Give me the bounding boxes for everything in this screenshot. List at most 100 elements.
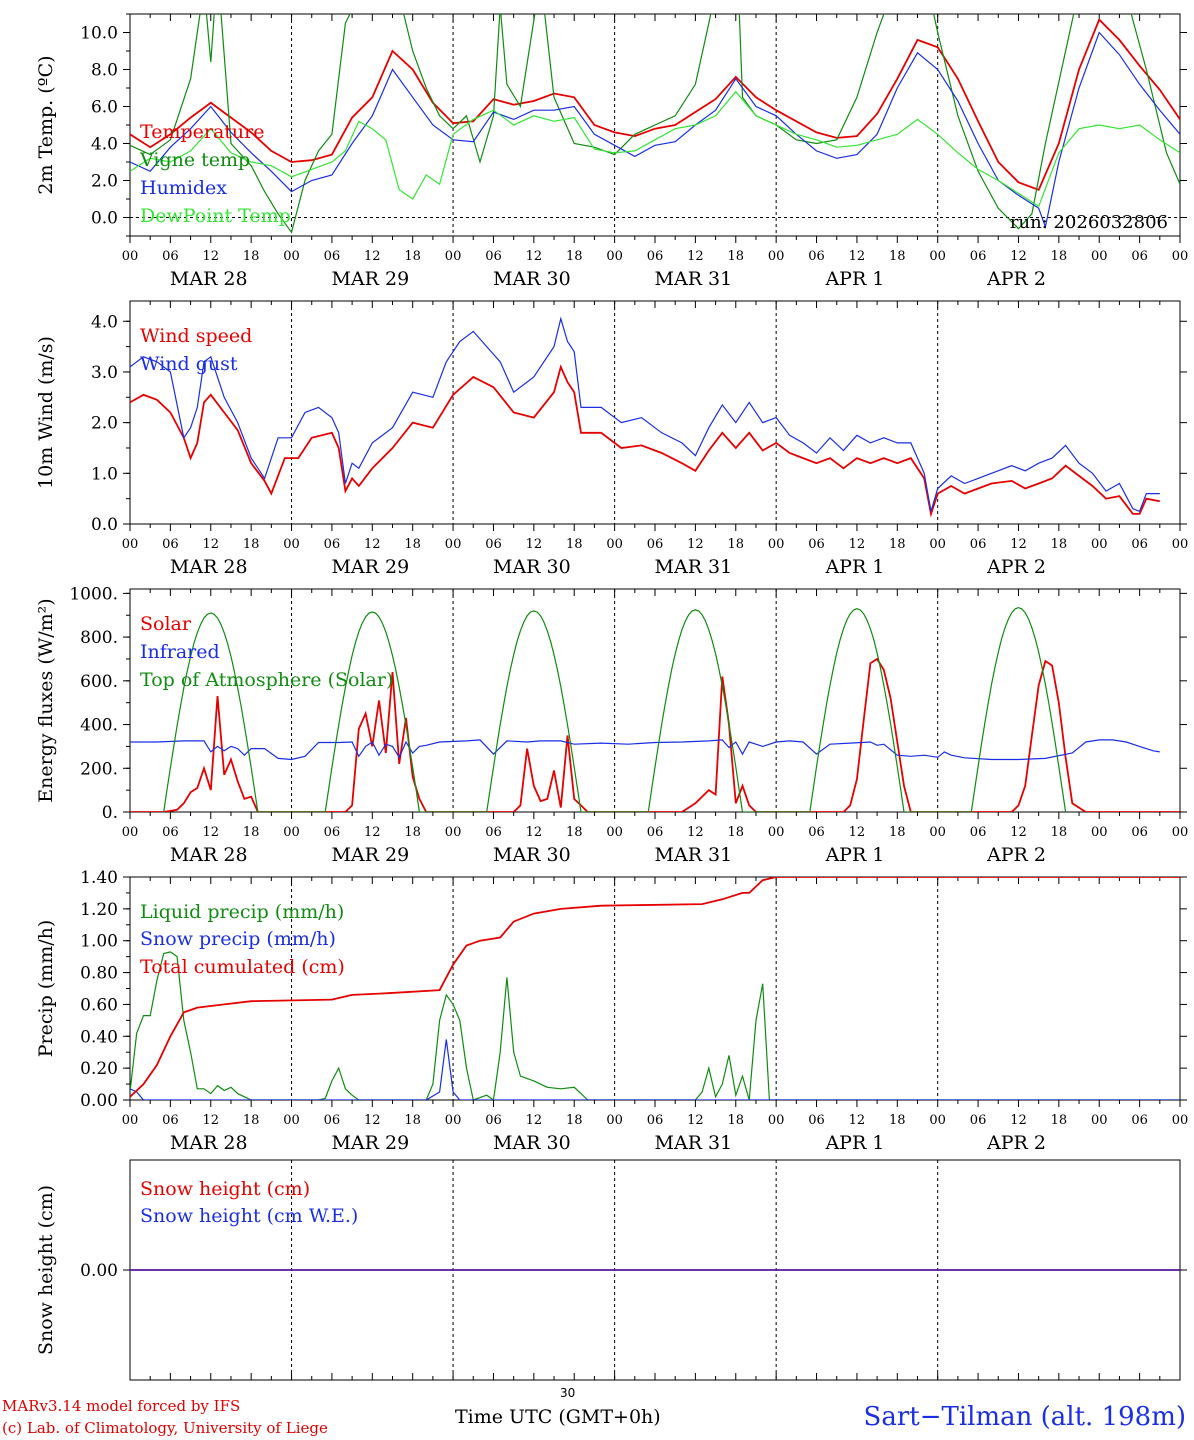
hour-tick-label: 00: [768, 1113, 785, 1128]
hour-tick-label: 06: [647, 249, 664, 264]
hour-tick-label: 06: [970, 1113, 987, 1128]
y-axis-title: Precip (mm/h): [35, 920, 57, 1058]
hour-tick-label: 18: [243, 537, 260, 552]
hour-tick-label: 12: [202, 537, 219, 552]
y-tick-label: 0.40: [80, 1027, 118, 1047]
day-label: MAR 30: [493, 556, 571, 578]
hour-tick-label: 06: [808, 1113, 825, 1128]
legend-entry: Solar: [140, 613, 192, 635]
hour-tick-label: 18: [243, 825, 260, 840]
hour-tick-label: 00: [929, 249, 946, 264]
y-tick-label: 1000.: [69, 584, 118, 604]
y-tick-label: 2.0: [91, 172, 118, 192]
hour-tick-label: 12: [687, 537, 704, 552]
y-tick-label: 800.: [80, 628, 118, 648]
day-label: MAR 30: [493, 844, 571, 866]
legend-entry: Snow precip (mm/h): [140, 928, 336, 950]
hour-tick-label: 12: [687, 825, 704, 840]
y-tick-label: 0.0: [91, 515, 118, 535]
series-wind-gust: [130, 316, 1160, 513]
day-label: MAR 30: [493, 268, 571, 290]
hour-tick-label: 18: [727, 249, 744, 264]
hour-tick-label: 18: [889, 537, 906, 552]
legend-entry: Top of Atmosphere (Solar): [140, 669, 393, 691]
hour-tick-label: 06: [970, 249, 987, 264]
hour-tick-label: 00: [606, 249, 623, 264]
hour-tick-label: 18: [889, 1113, 906, 1128]
day-label: APR 2: [986, 268, 1046, 290]
series-snow-precip-mm-h: [130, 1039, 1180, 1100]
hour-tick-label: 00: [122, 249, 139, 264]
y-tick-label: 0.0: [91, 209, 118, 229]
y-tick-label: 0.60: [80, 995, 118, 1015]
hour-tick-label: 00: [929, 1113, 946, 1128]
hour-tick-label: 18: [566, 249, 583, 264]
hour-tick-label: 06: [324, 537, 341, 552]
y-tick-label: 400.: [80, 716, 118, 736]
hour-tick-label: 12: [1010, 249, 1027, 264]
hour-tick-label: 00: [1091, 249, 1108, 264]
hour-tick-label: 06: [485, 825, 502, 840]
hour-tick-label: 00: [1091, 825, 1108, 840]
hour-tick-label: 12: [687, 1113, 704, 1128]
hour-tick-label: 00: [283, 537, 300, 552]
day-label: MAR 28: [170, 844, 248, 866]
day-label: APR 1: [824, 268, 884, 290]
series-wind-speed: [130, 364, 1160, 518]
hour-tick-label: 00: [768, 249, 785, 264]
y-axis-title: Snow height (cm): [35, 1185, 57, 1355]
hour-tick-label: 00: [1091, 537, 1108, 552]
day-label: APR 1: [824, 844, 884, 866]
panel-wind: 00 06 12 18 00 06 12 18 00 06 12 18 00 06 12 18 00 06 12 18…: [35, 300, 1188, 578]
panel-snow: 0.00 Snow height (cm) Snow height (cm) Snow…: [35, 1159, 1187, 1381]
hour-tick-label: 18: [404, 249, 421, 264]
y-tick-label: 1.20: [80, 900, 118, 920]
hour-tick-label: 12: [202, 1113, 219, 1128]
y-tick-label: 6.0: [91, 98, 118, 118]
plot-frame: [129, 588, 1181, 813]
hour-tick-label: 06: [808, 825, 825, 840]
hour-tick-label: 06: [647, 825, 664, 840]
day-label: APR 2: [986, 556, 1046, 578]
hour-tick-label: 00: [1172, 825, 1189, 840]
hour-tick-label: 18: [404, 825, 421, 840]
hour-tick-label: 18: [566, 825, 583, 840]
y-tick-label: 0.00: [80, 1091, 118, 1111]
hour-tick-label: 12: [364, 1113, 381, 1128]
hour-tick-label: 18: [1051, 249, 1068, 264]
hour-tick-label: 06: [162, 537, 179, 552]
page-number: 30: [560, 1386, 576, 1400]
hour-tick-label: 06: [162, 825, 179, 840]
y-tick-label: 0.80: [80, 964, 118, 984]
series-humidex: [130, 31, 1180, 229]
hour-tick-label: 18: [727, 825, 744, 840]
y-tick-label: 4.0: [91, 312, 118, 332]
hour-tick-label: 18: [566, 1113, 583, 1128]
hour-tick-label: 06: [485, 249, 502, 264]
day-label: APR 2: [986, 1132, 1046, 1154]
hour-tick-label: 12: [364, 825, 381, 840]
y-tick-label: 8.0: [91, 61, 118, 81]
series-total-cumulated-cm: [130, 877, 1180, 1098]
hour-tick-label: 06: [324, 1113, 341, 1128]
y-tick-label: 2.0: [91, 414, 118, 434]
series-vigne-temp: [130, 14, 1180, 234]
hour-tick-label: 06: [647, 1113, 664, 1128]
hour-tick-label: 12: [849, 249, 866, 264]
hour-tick-label: 12: [526, 537, 543, 552]
plot-frame: [129, 300, 1181, 525]
hour-tick-label: 18: [243, 1113, 260, 1128]
y-axis-title: 10m Wind (m/s): [35, 336, 57, 489]
hour-tick-label: 06: [647, 537, 664, 552]
hour-tick-label: 06: [970, 537, 987, 552]
hour-tick-label: 06: [162, 1113, 179, 1128]
day-label: MAR 31: [655, 556, 733, 578]
hour-tick-label: 12: [849, 825, 866, 840]
hour-tick-label: 00: [929, 825, 946, 840]
legend-entry: Liquid precip (mm/h): [140, 901, 344, 923]
y-tick-label: 200.: [80, 759, 118, 779]
hour-tick-label: 12: [526, 1113, 543, 1128]
hour-tick-label: 12: [687, 249, 704, 264]
y-tick-label: 0.20: [80, 1059, 118, 1079]
legend-entry: Snow height (cm): [140, 1178, 310, 1200]
